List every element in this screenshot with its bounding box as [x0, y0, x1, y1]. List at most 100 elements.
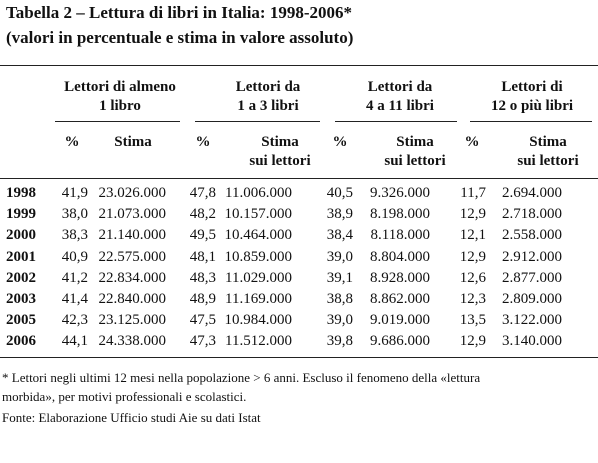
title: (valori in percentuale e stima in valore… — [6, 28, 354, 47]
cell: 8.118.000 — [370, 227, 430, 244]
row-year: 2003 — [6, 291, 36, 307]
column-header: Stima — [396, 134, 434, 150]
cell: 2.877.000 — [502, 269, 562, 286]
cell: 13,5 — [459, 312, 486, 329]
cell: 48,2 — [189, 206, 216, 223]
cell: 42,3 — [61, 312, 88, 329]
cell: 41,2 — [61, 269, 88, 286]
footnote: * Lettori negli ultimi 12 mesi nella pop… — [2, 370, 481, 385]
cell: 11.169.000 — [225, 291, 292, 307]
row-year: 1998 — [6, 185, 36, 201]
cell: 9.326.000 — [370, 185, 430, 201]
cell: 41,9 — [61, 185, 88, 201]
cell: 47,3 — [189, 333, 216, 350]
column-header: sui lettori — [249, 153, 311, 169]
cell: 39,0 — [326, 312, 353, 329]
cell: 23.125.000 — [98, 312, 167, 329]
cell: 47,5 — [189, 312, 216, 329]
cell: 39,8 — [326, 333, 353, 350]
rule — [0, 357, 598, 358]
cell: 22.840.000 — [98, 291, 167, 307]
group-header: Lettori da — [367, 79, 433, 95]
rule — [195, 121, 320, 122]
group-header: Lettori di — [501, 79, 563, 95]
cell: 48,3 — [189, 269, 216, 286]
cell: 38,9 — [326, 206, 353, 223]
rule — [335, 121, 457, 122]
cell: 12,9 — [459, 206, 486, 223]
column-header: % — [332, 134, 348, 150]
group-header: Lettori di almeno — [64, 79, 176, 95]
cell: 49,5 — [189, 227, 216, 244]
rule — [55, 121, 180, 122]
cell: 11.029.000 — [225, 269, 292, 286]
column-header: % — [195, 134, 211, 150]
rule — [470, 121, 592, 122]
cell: 10.859.000 — [224, 248, 293, 265]
cell: 38,3 — [61, 227, 88, 244]
cell: 3.122.000 — [502, 312, 562, 329]
cell: 9.019.000 — [370, 312, 430, 329]
cell: 8.198.000 — [370, 206, 430, 223]
cell: 2.718.000 — [502, 206, 562, 223]
cell: 39,1 — [326, 269, 353, 286]
cell: 12,9 — [459, 333, 486, 350]
cell: 8.804.000 — [370, 248, 430, 265]
cell: 48,9 — [189, 291, 216, 307]
cell: 3.140.000 — [502, 333, 562, 350]
column-header: % — [464, 134, 480, 150]
row-year: 2000 — [6, 227, 36, 244]
cell: 2.809.000 — [502, 291, 562, 307]
cell: 39,0 — [326, 248, 353, 265]
cell: 47,8 — [189, 185, 216, 201]
cell: 41,4 — [61, 291, 88, 307]
cell: 12,1 — [459, 227, 486, 244]
cell: 12,6 — [459, 269, 486, 286]
row-year: 2006 — [6, 333, 36, 350]
row-year: 2005 — [6, 312, 36, 329]
cell: 21.140.000 — [98, 227, 167, 244]
cell: 10.464.000 — [224, 227, 293, 244]
cell: 40,9 — [61, 248, 88, 265]
cell: 44,1 — [61, 333, 88, 350]
column-header: Stima — [261, 134, 299, 150]
group-header: 12 o più libri — [490, 98, 574, 114]
cell: 21.073.000 — [98, 206, 167, 223]
row-year: 1999 — [6, 206, 36, 223]
source: Fonte: Elaborazione Ufficio studi Aie su… — [2, 410, 261, 425]
cell: 38,0 — [61, 206, 88, 223]
row-year: 2002 — [6, 269, 36, 286]
cell: 10.984.000 — [224, 312, 293, 329]
cell: 10.157.000 — [224, 206, 293, 223]
title: Tabella 2 – Lettura di libri in Italia: … — [6, 3, 353, 22]
group-header: Lettori da — [235, 79, 301, 95]
rule — [0, 178, 598, 179]
cell: 40,5 — [326, 185, 353, 201]
cell: 24.338.000 — [98, 333, 167, 350]
cell: 2.558.000 — [502, 227, 562, 244]
column-header: Stima — [114, 134, 152, 150]
group-header: 1 libro — [99, 98, 141, 114]
cell: 11.006.000 — [225, 185, 292, 201]
cell: 11,7 — [460, 185, 486, 201]
column-header: Stima — [529, 134, 567, 150]
cell: 2.912.000 — [502, 248, 562, 265]
cell: 38,4 — [326, 227, 353, 244]
cell: 8.928.000 — [370, 269, 430, 286]
cell: 48,1 — [189, 248, 216, 265]
column-header: sui lettori — [517, 153, 579, 169]
footnote: morbida», per motivi professionali e sco… — [2, 389, 247, 404]
cell: 23.026.000 — [98, 185, 167, 201]
group-header: 1 a 3 libri — [237, 98, 299, 114]
column-header: % — [64, 134, 80, 150]
cell: 9.686.000 — [370, 333, 430, 350]
cell: 12,9 — [459, 248, 486, 265]
cell: 12,3 — [459, 291, 486, 307]
cell: 22.575.000 — [98, 248, 167, 265]
cell: 8.862.000 — [370, 291, 430, 307]
cell: 38,8 — [326, 291, 353, 307]
column-header: sui lettori — [384, 153, 446, 169]
cell: 11.512.000 — [225, 333, 292, 350]
row-year: 2001 — [6, 248, 36, 265]
